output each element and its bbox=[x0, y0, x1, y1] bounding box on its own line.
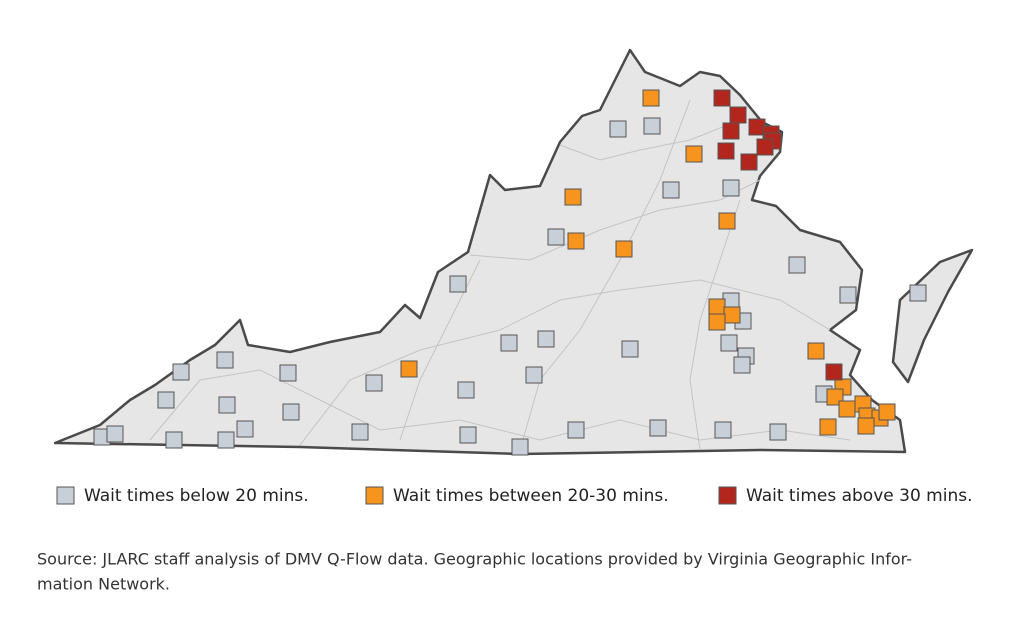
medium-wait-marker bbox=[567, 232, 585, 250]
short-wait-marker bbox=[351, 423, 369, 441]
short-wait-marker bbox=[165, 431, 183, 449]
short-wait-marker bbox=[909, 284, 927, 302]
short-wait-marker bbox=[500, 334, 518, 352]
long-wait-marker bbox=[722, 122, 740, 140]
legend-swatch bbox=[365, 486, 384, 505]
short-wait-marker bbox=[157, 391, 175, 409]
medium-wait-marker bbox=[564, 188, 582, 206]
medium-wait-marker bbox=[819, 418, 837, 436]
long-wait-marker bbox=[756, 138, 774, 156]
medium-wait-marker bbox=[807, 342, 825, 360]
medium-wait-marker bbox=[708, 298, 726, 316]
medium-wait-marker bbox=[857, 417, 875, 435]
medium-wait-marker bbox=[708, 313, 726, 331]
short-wait-marker bbox=[525, 366, 543, 384]
short-wait-marker bbox=[172, 363, 190, 381]
legend: Wait times below 20 mins. Wait times betw… bbox=[56, 486, 973, 506]
short-wait-marker bbox=[547, 228, 565, 246]
short-wait-marker bbox=[720, 334, 738, 352]
short-wait-marker bbox=[106, 425, 124, 443]
short-wait-marker bbox=[714, 421, 732, 439]
short-wait-marker bbox=[217, 431, 235, 449]
source-line: Source: JLARC staff analysis of DMV Q-Fl… bbox=[37, 550, 912, 569]
short-wait-marker bbox=[216, 351, 234, 369]
short-wait-marker bbox=[643, 117, 661, 135]
medium-wait-marker bbox=[878, 403, 896, 421]
legend-swatch bbox=[56, 486, 75, 505]
medium-wait-marker bbox=[642, 89, 660, 107]
short-wait-marker bbox=[722, 179, 740, 197]
long-wait-marker bbox=[713, 89, 731, 107]
short-wait-marker bbox=[662, 181, 680, 199]
long-wait-marker bbox=[740, 153, 758, 171]
eastern-shore bbox=[891, 248, 974, 384]
source-line: mation Network. bbox=[37, 575, 170, 594]
short-wait-marker bbox=[218, 396, 236, 414]
short-wait-marker bbox=[282, 403, 300, 421]
long-wait-marker bbox=[729, 106, 747, 124]
short-wait-marker bbox=[621, 340, 639, 358]
medium-wait-marker bbox=[685, 145, 703, 163]
short-wait-marker bbox=[457, 381, 475, 399]
short-wait-marker bbox=[733, 356, 751, 374]
county-line bbox=[689, 199, 741, 451]
county-line bbox=[299, 279, 831, 446]
short-wait-marker bbox=[236, 420, 254, 438]
short-wait-marker bbox=[459, 426, 477, 444]
county-line bbox=[519, 99, 691, 451]
short-wait-marker bbox=[839, 286, 857, 304]
short-wait-marker bbox=[609, 120, 627, 138]
short-wait-marker bbox=[449, 275, 467, 293]
short-wait-marker bbox=[511, 438, 529, 456]
medium-wait-marker bbox=[718, 212, 736, 230]
short-wait-marker bbox=[365, 374, 383, 392]
short-wait-marker bbox=[769, 423, 787, 441]
marker-layer bbox=[93, 89, 927, 456]
long-wait-marker bbox=[717, 142, 735, 160]
state-shape bbox=[53, 48, 907, 456]
county-line bbox=[559, 119, 741, 161]
short-wait-marker bbox=[788, 256, 806, 274]
medium-wait-marker bbox=[615, 240, 633, 258]
short-wait-marker bbox=[279, 364, 297, 382]
long-wait-marker bbox=[825, 363, 843, 381]
short-wait-marker bbox=[649, 419, 667, 437]
medium-wait-marker bbox=[400, 360, 418, 378]
legend-swatch bbox=[718, 486, 737, 505]
legend-label: Wait times below 20 mins. bbox=[84, 486, 309, 506]
legend-label: Wait times between 20-30 mins. bbox=[393, 486, 669, 506]
short-wait-marker bbox=[567, 421, 585, 439]
county-line bbox=[469, 179, 761, 261]
short-wait-marker bbox=[537, 330, 555, 348]
legend-label: Wait times above 30 mins. bbox=[746, 486, 973, 506]
medium-wait-marker bbox=[723, 306, 741, 324]
medium-wait-marker bbox=[838, 400, 856, 418]
